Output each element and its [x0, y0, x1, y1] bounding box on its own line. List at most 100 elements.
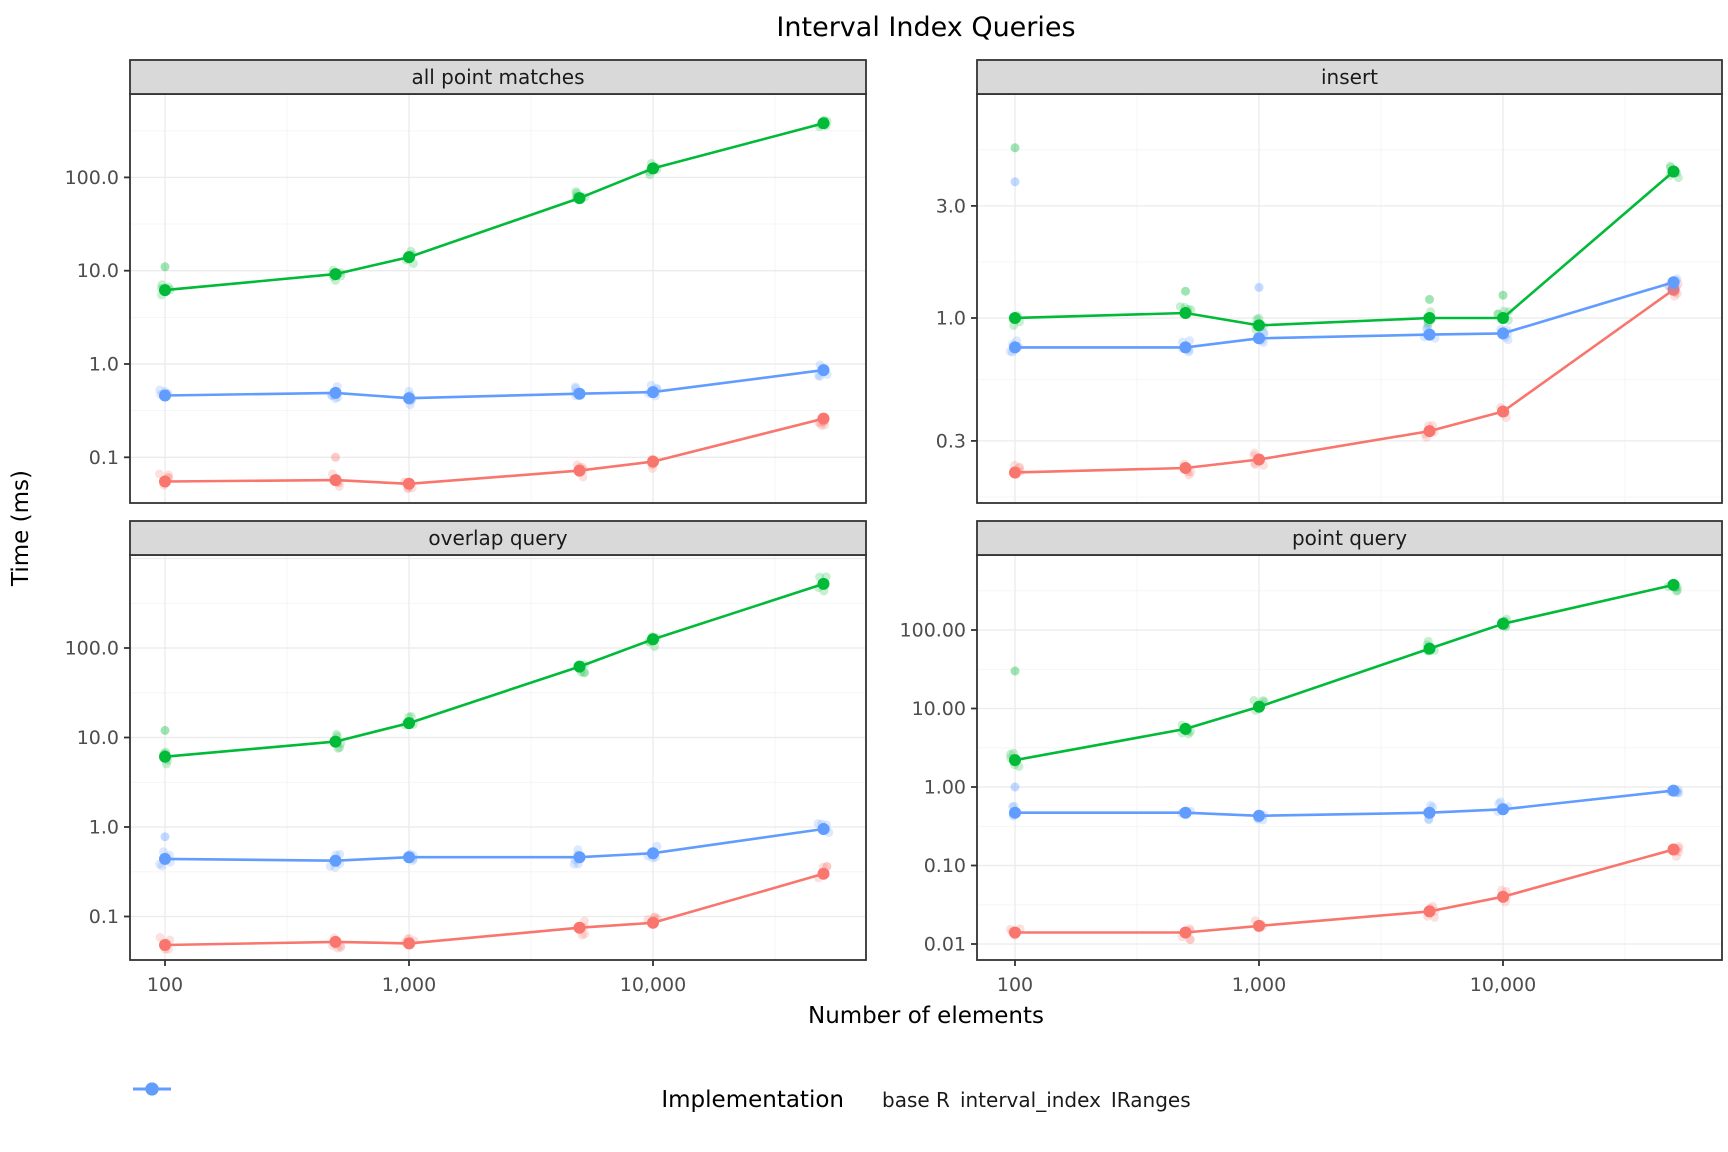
facet-strip	[129, 59, 867, 95]
data-point	[573, 851, 586, 864]
data-point	[1253, 809, 1265, 822]
legend-item-base-R: base R	[133, 1082, 950, 1112]
data-point	[1423, 642, 1436, 655]
data-point	[817, 577, 830, 590]
data-point	[329, 386, 342, 399]
series-line-base-R	[164, 872, 824, 947]
legend: Implementation base R interval_index IRang…	[130, 1076, 1722, 1124]
series-line-base-R	[1014, 288, 1675, 474]
data-point	[159, 475, 171, 488]
data-point	[817, 117, 830, 130]
series-line-interval_index	[164, 582, 824, 758]
series-line-base-R	[164, 417, 824, 486]
x-tick-label: 100	[147, 974, 183, 996]
y-tick-label: 0.10	[924, 855, 966, 877]
facet-strip-label: point query	[1292, 526, 1407, 550]
legend-title: Implementation	[661, 1087, 844, 1113]
data-point	[1497, 890, 1509, 903]
data-point	[403, 937, 415, 950]
data-point	[647, 162, 659, 175]
data-point	[403, 251, 415, 264]
x-axis-title: Number of elements	[807, 1003, 1044, 1029]
data-point	[1423, 312, 1436, 324]
legend-item-IRanges: IRanges	[133, 1082, 1191, 1112]
data-point	[1423, 905, 1436, 918]
outlier-point	[160, 832, 170, 842]
data-point	[403, 717, 415, 730]
data-point	[817, 412, 830, 425]
outlier-point	[331, 452, 340, 462]
panel-border	[129, 93, 867, 504]
data-point	[403, 851, 415, 864]
y-tick-label: 0.3	[936, 430, 966, 452]
data-point	[1009, 926, 1021, 939]
data-point	[1423, 425, 1436, 438]
data-point	[1179, 926, 1192, 939]
data-point	[1667, 784, 1680, 797]
data-point	[1423, 328, 1436, 341]
data-point	[159, 939, 171, 951]
series-line-base-R	[1015, 848, 1674, 934]
data-point	[329, 735, 342, 748]
data-point	[1009, 312, 1021, 324]
data-point	[1667, 165, 1680, 178]
facet-strip-label: insert	[1321, 65, 1378, 89]
data-point	[647, 455, 659, 468]
data-point	[817, 823, 830, 835]
replicate-point	[155, 469, 164, 479]
outlier-point	[1010, 782, 1020, 792]
y-tick-label: 1.0	[89, 817, 119, 839]
data-point	[159, 750, 171, 763]
data-point	[1253, 332, 1265, 345]
data-point	[403, 392, 415, 405]
data-point	[1667, 843, 1680, 856]
data-point	[1667, 578, 1680, 591]
data-point	[1497, 312, 1509, 324]
facet-strip	[976, 520, 1723, 556]
panel-border	[129, 554, 867, 961]
facet-strip	[129, 520, 867, 556]
data-point	[1497, 803, 1509, 816]
x-tick-label: 1,000	[382, 974, 436, 996]
data-point	[159, 852, 171, 865]
data-point	[1667, 276, 1680, 289]
outlier-point	[1010, 666, 1020, 676]
data-point	[573, 387, 586, 400]
y-tick-label: 1.0	[936, 308, 966, 330]
outlier-point	[160, 262, 170, 272]
x-tick-label: 10,000	[620, 974, 686, 996]
data-point	[647, 633, 659, 646]
data-point	[817, 364, 830, 377]
y-tick-label: 0.01	[924, 934, 966, 956]
y-tick-label: 10.0	[77, 727, 119, 749]
series-line-interval_index	[1014, 170, 1675, 327]
data-point	[1179, 307, 1192, 319]
panel-border	[976, 93, 1723, 504]
data-point	[1253, 319, 1265, 332]
y-tick-label: 10.0	[77, 260, 119, 282]
data-point	[1497, 617, 1509, 630]
outlier-point	[1181, 286, 1190, 296]
outlier-point	[160, 725, 170, 735]
data-point	[1497, 327, 1509, 340]
outlier-point	[1010, 143, 1020, 153]
facet-strip-label: all point matches	[411, 65, 584, 89]
series-line-interval_index	[164, 122, 824, 292]
data-point	[1179, 341, 1192, 354]
y-tick-label: 100.0	[65, 167, 119, 189]
data-point	[1009, 754, 1021, 767]
data-point	[1253, 453, 1265, 466]
series-line-IRanges	[164, 827, 824, 862]
x-tick-label: 100	[997, 974, 1033, 996]
data-point	[1009, 806, 1021, 819]
data-point	[329, 474, 342, 487]
x-tick-label: 1,000	[1232, 974, 1286, 996]
y-tick-label: 10.00	[912, 698, 966, 720]
data-point	[1423, 806, 1436, 819]
series-line-interval_index	[1014, 583, 1674, 762]
x-tick-label: 10,000	[1470, 974, 1536, 996]
data-point	[647, 916, 659, 929]
data-point	[1253, 919, 1265, 932]
